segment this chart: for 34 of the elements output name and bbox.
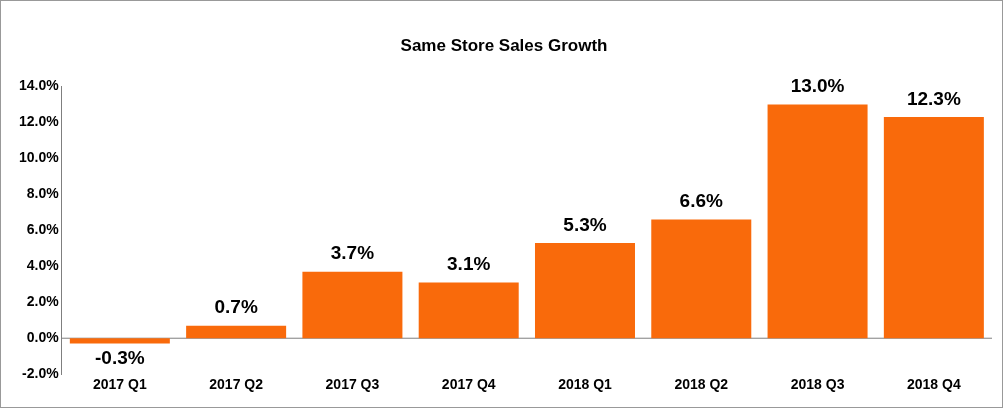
data-label: 12.3% xyxy=(906,87,961,109)
y-tick-label: 2.0% xyxy=(26,293,60,310)
bar xyxy=(883,116,984,339)
x-tick-label: 2017 Q4 xyxy=(441,376,496,393)
data-label: 6.6% xyxy=(679,190,724,212)
data-label: 5.3% xyxy=(563,213,607,235)
bar xyxy=(69,338,170,344)
bar xyxy=(767,104,868,339)
x-tick-label: 2018 Q2 xyxy=(674,376,729,393)
y-tick-label: -2.0% xyxy=(22,365,60,382)
y-tick-label: 14.0% xyxy=(18,77,60,94)
data-label: 3.7% xyxy=(330,242,375,264)
x-tick-label: 2017 Q1 xyxy=(92,376,147,393)
x-tick-label: 2017 Q2 xyxy=(209,376,264,393)
bar xyxy=(418,282,519,339)
bar xyxy=(651,219,752,339)
data-label: -0.3% xyxy=(95,347,145,369)
data-label: 0.7% xyxy=(214,296,258,318)
x-tick-label: 2018 Q4 xyxy=(907,376,961,393)
y-tick-label: 10.0% xyxy=(18,149,60,166)
data-label: 13.0% xyxy=(790,75,845,97)
bar xyxy=(302,271,403,339)
y-tick-label: 8.0% xyxy=(26,185,60,202)
x-tick-label: 2018 Q3 xyxy=(790,376,845,393)
y-tick-label: 0.0% xyxy=(26,329,60,346)
bar xyxy=(186,325,287,339)
y-tick-label: 12.0% xyxy=(18,113,60,130)
data-label: 3.1% xyxy=(447,253,491,275)
y-tick-label: 4.0% xyxy=(26,257,60,274)
y-tick-label: 6.0% xyxy=(26,221,60,238)
x-tick-label: 2017 Q3 xyxy=(325,376,380,393)
bar xyxy=(534,242,635,339)
chart-title: Same Store Sales Growth xyxy=(400,35,608,55)
x-tick-label: 2018 Q1 xyxy=(558,376,613,393)
